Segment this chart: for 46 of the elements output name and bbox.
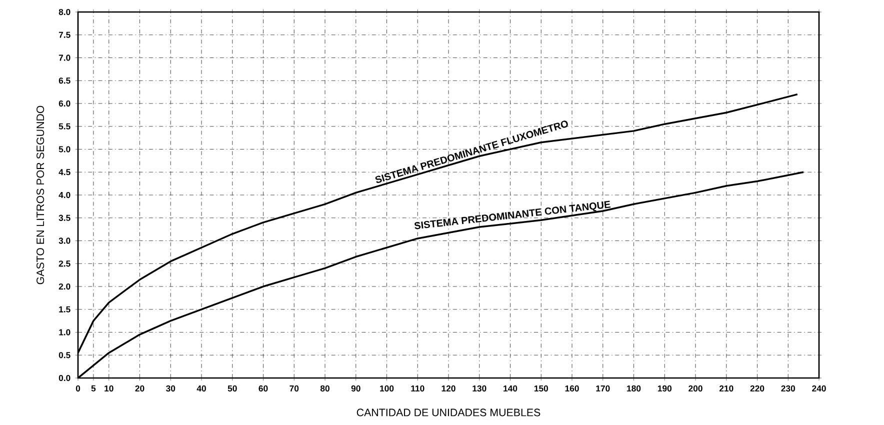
- y-tick-label: 2.5: [58, 260, 70, 267]
- x-tick-label: 130: [472, 385, 486, 392]
- x-tick-label: 60: [258, 385, 268, 392]
- y-tick-label: 6.0: [58, 100, 70, 107]
- x-tick-label: 230: [781, 385, 795, 392]
- y-tick-label: 1.0: [59, 329, 70, 336]
- x-tick-label: 180: [627, 385, 641, 392]
- x-tick-label: 80: [320, 385, 330, 392]
- x-tick-label: 190: [658, 385, 672, 392]
- y-tick-label: 0.0: [58, 374, 70, 382]
- y-tick-label: 4.5: [58, 169, 70, 176]
- x-tick-label: 220: [750, 385, 764, 392]
- x-tick-label: 0: [76, 385, 80, 392]
- x-tick-label: 210: [719, 385, 734, 392]
- x-tick-label: 140: [504, 385, 518, 392]
- y-tick-label: 8.0: [58, 8, 70, 16]
- x-tick-label: 150: [534, 385, 548, 392]
- x-tick-label: 5: [91, 385, 96, 392]
- x-tick-label: 90: [351, 385, 360, 392]
- y-tick-label: 7.0: [58, 54, 70, 61]
- y-tick-label: 1.5: [59, 306, 70, 312]
- y-tick-label: 0.5: [58, 352, 70, 358]
- y-tick-label: 5.5: [58, 123, 70, 130]
- text: SISTEMA PREDOMINANTE CON TANQUE: [414, 200, 611, 230]
- x-tick-label: 200: [688, 385, 702, 392]
- y-tick-label: 3.5: [58, 214, 70, 221]
- x-tick-label: 70: [290, 385, 299, 392]
- y-tick-label: 7.5: [58, 32, 70, 38]
- x-tick-label: 100: [380, 385, 394, 392]
- x-tick-label: 170: [596, 385, 610, 392]
- x-tick-label: 30: [166, 385, 176, 392]
- x-tick-label: 110: [411, 385, 424, 392]
- y-axis-title: GASTO EN LITROS POR SEGUNDO: [36, 106, 44, 284]
- y-tick-label: 4.0: [58, 192, 70, 198]
- x-tick-label: 50: [228, 385, 237, 392]
- x-tick-label: 20: [135, 385, 144, 392]
- x-tick-label: 160: [565, 385, 579, 392]
- y-tick-label: 5.0: [58, 146, 70, 152]
- y-tick-label: 6.5: [58, 78, 70, 84]
- y-tick-label: 2.0: [58, 283, 70, 290]
- x-tick-label: 240: [812, 385, 826, 392]
- x-tick-label: 10: [104, 385, 114, 392]
- y-tick-label: 3.0: [58, 238, 70, 244]
- x-tick-label: 120: [442, 385, 456, 392]
- x-axis-title: CANTIDAD DE UNIDADES MUEBLES: [356, 408, 540, 416]
- x-tick-label: 40: [196, 385, 206, 392]
